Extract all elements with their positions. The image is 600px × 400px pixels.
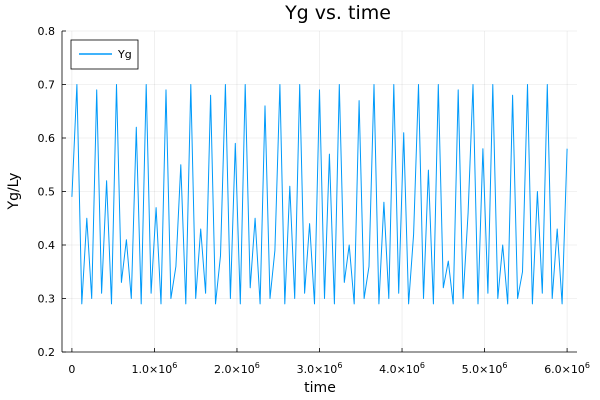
x-ticks: 0 1.0×106 2.0×106 3.0×106 4.0×106 5.0×106 6.0×… — [68, 348, 590, 376]
legend: Yg — [70, 39, 139, 70]
x-tick-label: 0 — [68, 363, 75, 376]
y-tick-label: 0.5 — [38, 186, 56, 199]
x-axis-label: time — [304, 380, 336, 396]
y-tick-label: 0.7 — [38, 79, 56, 92]
y-tick-label: 0.6 — [38, 132, 56, 145]
x-tick-label: 1.0×106 — [132, 361, 178, 376]
x-tick-label: 5.0×106 — [462, 361, 508, 376]
y-tick-label: 0.2 — [38, 346, 56, 359]
x-tick-label: 4.0×106 — [379, 361, 425, 376]
x-tick-label: 6.0×106 — [544, 361, 590, 376]
series-line — [71, 84, 568, 305]
y-tick-label: 0.8 — [38, 25, 56, 38]
y-tick-label: 0.3 — [38, 293, 56, 306]
x-tick-label: 3.0×106 — [297, 361, 343, 376]
y-axis-label: Yg/Ly — [6, 173, 22, 211]
x-tick-label: 2.0×106 — [214, 361, 260, 376]
legend-label: Yg — [117, 48, 132, 61]
grid — [62, 30, 577, 353]
y-tick-label: 0.4 — [38, 239, 56, 252]
series-layer — [71, 84, 568, 305]
y-ticks: 0.2 0.3 0.4 0.5 0.6 0.7 0.8 — [38, 25, 66, 359]
chart-title: Yg vs. time — [284, 2, 391, 24]
